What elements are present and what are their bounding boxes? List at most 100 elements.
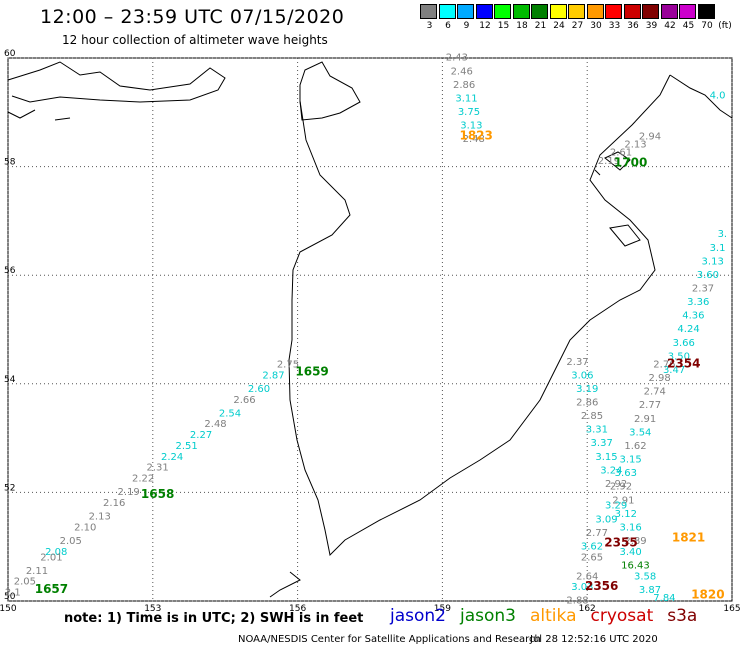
- swh-value: 2.1: [5, 588, 21, 599]
- y-tick-label: 54: [4, 375, 16, 385]
- y-tick-label: 50: [4, 592, 16, 602]
- swh-value: 2.88: [566, 596, 588, 607]
- legend-swatch: [660, 4, 678, 19]
- swh-value: 2.87: [262, 370, 284, 381]
- swh-value: 4.36: [682, 311, 704, 322]
- swh-value: 2.43: [446, 53, 468, 64]
- swh-value: 3.03: [571, 582, 593, 593]
- legend-swatch: [623, 4, 641, 19]
- legend-swatch: [568, 4, 585, 19]
- swh-value: 2.61: [610, 148, 632, 159]
- legend-swatch: [697, 4, 715, 19]
- swh-value: 2.37: [566, 357, 588, 368]
- legend-swatch: [512, 4, 530, 19]
- swh-value: 2.86: [453, 80, 475, 91]
- swh-value: 2.89: [624, 536, 646, 547]
- swh-value: 4.24: [677, 324, 699, 335]
- swh-value: 2.91: [634, 414, 656, 425]
- mission-legend-item: s3a: [667, 606, 698, 626]
- swh-value: 2.13: [89, 512, 111, 523]
- swh-value: 3.: [718, 229, 728, 240]
- swh-value: 4.0: [710, 91, 726, 102]
- swh-value: 2.94: [639, 131, 661, 142]
- swh-value: 3.15: [620, 455, 642, 466]
- swh-value: 3.75: [458, 107, 480, 118]
- swh-value: 2.01: [40, 552, 62, 563]
- swh-value: 2.92: [605, 479, 627, 490]
- coastline: [609, 224, 641, 247]
- legend-swatch: [586, 4, 604, 19]
- legend-label: 45: [682, 21, 695, 31]
- mission-legend-item: jason2: [390, 606, 446, 626]
- legend-swatch: [494, 4, 511, 19]
- pass-time-label: 1823: [459, 128, 492, 142]
- page-title: 12:00 – 23:59 UTC 07/15/2020: [40, 6, 345, 28]
- legend-label: 70: [701, 21, 713, 31]
- pass-time-label: 1658: [141, 487, 174, 501]
- swh-value: 3.40: [620, 547, 642, 558]
- swh-value: 2.91: [612, 495, 634, 506]
- legend-swatch: [420, 4, 437, 19]
- mission-legend-item: altika: [530, 606, 577, 626]
- swh-value: 2.51: [175, 441, 197, 452]
- legend-label: 18: [516, 21, 528, 31]
- swh-value: 3.47: [663, 365, 685, 376]
- x-tick-label: 165: [723, 604, 740, 614]
- swh-value: 2.22: [132, 474, 154, 485]
- swh-value: 2.77: [639, 400, 661, 411]
- swh-value: 2.08: [45, 547, 67, 558]
- pass-time-label: 2354: [667, 357, 700, 371]
- pass-time-label: 2355: [604, 536, 637, 550]
- swh-value: 2.16: [103, 498, 125, 509]
- coastline: [7, 109, 36, 119]
- swh-value: 3.24: [600, 465, 622, 476]
- pass-time-label: 1700: [614, 156, 647, 170]
- legend-swatch: [679, 4, 696, 19]
- swh-value: 2.19: [598, 156, 620, 167]
- legend-swatch: [457, 4, 474, 19]
- legend-unit: (ft): [718, 21, 732, 31]
- page-subtitle: 12 hour collection of altimeter wave hei…: [62, 33, 328, 47]
- x-tick-label: 150: [0, 604, 17, 614]
- footer-note: note: 1) Time is in UTC; 2) SWH is in fe…: [64, 611, 364, 626]
- legend-label: 33: [608, 21, 621, 31]
- legend-label: 3: [426, 21, 433, 31]
- swh-value: 2.75: [277, 360, 299, 371]
- legend-label: 12: [479, 21, 491, 31]
- credit-line: NOAA/NESDIS Center for Satellite Applica…: [238, 634, 541, 645]
- swh-value: 2.86: [576, 398, 598, 409]
- y-tick-label: 60: [4, 49, 16, 59]
- swh-value: 2.65: [581, 552, 603, 563]
- swh-value: 2.66: [233, 395, 255, 406]
- legend-label: 9: [463, 21, 470, 31]
- swh-value: 3.29: [605, 501, 627, 512]
- swh-value: 1.62: [624, 441, 646, 452]
- legend-swatch: [531, 4, 548, 19]
- pass-time-label: 1821: [672, 530, 705, 544]
- swh-value: 2.13: [624, 140, 646, 151]
- swh-value: 3.66: [673, 338, 695, 349]
- legend-label: 30: [590, 21, 602, 31]
- y-tick-label: 52: [4, 483, 15, 493]
- swh-value: 3.15: [595, 452, 617, 463]
- legend-swatch: [642, 4, 659, 19]
- swh-value: 3.13: [460, 121, 482, 132]
- legend-swatch: [438, 4, 456, 19]
- swh-value: 2.77: [586, 528, 608, 539]
- swh-value: 3.50: [668, 351, 690, 362]
- legend-label: 39: [645, 21, 658, 31]
- legend-swatch: [475, 4, 493, 19]
- swh-value: 3.37: [591, 438, 613, 449]
- x-tick-label: 156: [289, 604, 306, 614]
- swh-value: 2.92: [610, 482, 632, 493]
- swh-value: 3.36: [687, 297, 709, 308]
- x-tick-label: 159: [434, 604, 451, 614]
- swh-value: 3.16: [620, 522, 642, 533]
- swh-value: 3.31: [586, 425, 608, 436]
- legend-swatch: [549, 4, 567, 19]
- mission-legend-item: jason3: [460, 606, 516, 626]
- swh-value: 2.64: [576, 571, 598, 582]
- map-frame: [7, 57, 733, 602]
- swh-value: 2.74: [644, 387, 666, 398]
